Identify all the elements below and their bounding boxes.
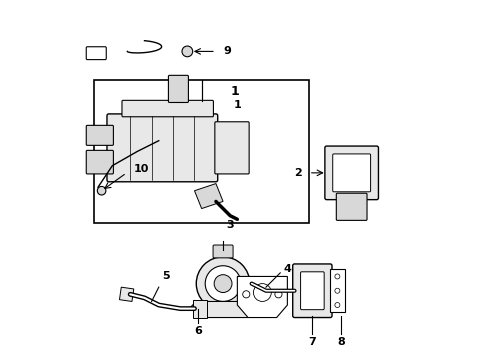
FancyBboxPatch shape	[292, 264, 331, 318]
Circle shape	[334, 274, 339, 279]
Bar	[94, 80, 308, 223]
Polygon shape	[329, 269, 344, 312]
FancyBboxPatch shape	[122, 100, 213, 117]
Text: 9: 9	[223, 46, 230, 57]
Circle shape	[182, 46, 192, 57]
Circle shape	[242, 291, 249, 298]
Polygon shape	[190, 301, 255, 318]
Circle shape	[253, 284, 271, 301]
Text: 6: 6	[194, 327, 202, 337]
Text: 7: 7	[308, 337, 316, 347]
Circle shape	[214, 275, 231, 293]
Text: 3: 3	[226, 220, 234, 230]
Circle shape	[334, 302, 339, 307]
Circle shape	[97, 186, 106, 195]
Text: 10: 10	[134, 164, 149, 174]
Circle shape	[205, 266, 241, 301]
FancyBboxPatch shape	[214, 122, 248, 174]
Circle shape	[334, 288, 339, 293]
Text: 2: 2	[293, 168, 301, 178]
FancyBboxPatch shape	[336, 193, 366, 220]
Text: 4: 4	[283, 264, 291, 274]
Polygon shape	[192, 300, 206, 318]
FancyBboxPatch shape	[332, 154, 370, 192]
FancyBboxPatch shape	[324, 146, 378, 200]
FancyBboxPatch shape	[86, 47, 106, 60]
FancyBboxPatch shape	[168, 75, 188, 103]
Polygon shape	[194, 184, 223, 208]
Circle shape	[197, 307, 203, 313]
FancyBboxPatch shape	[300, 272, 324, 310]
Circle shape	[196, 257, 249, 310]
Text: 1: 1	[233, 100, 241, 110]
Polygon shape	[119, 287, 134, 301]
FancyBboxPatch shape	[86, 125, 113, 145]
Text: 8: 8	[336, 337, 344, 347]
FancyBboxPatch shape	[213, 245, 233, 258]
Circle shape	[274, 291, 282, 298]
Text: 5: 5	[162, 271, 170, 282]
FancyBboxPatch shape	[107, 114, 217, 182]
Polygon shape	[237, 276, 287, 318]
FancyBboxPatch shape	[86, 150, 113, 174]
Text: 1: 1	[230, 85, 239, 98]
Circle shape	[243, 307, 248, 313]
